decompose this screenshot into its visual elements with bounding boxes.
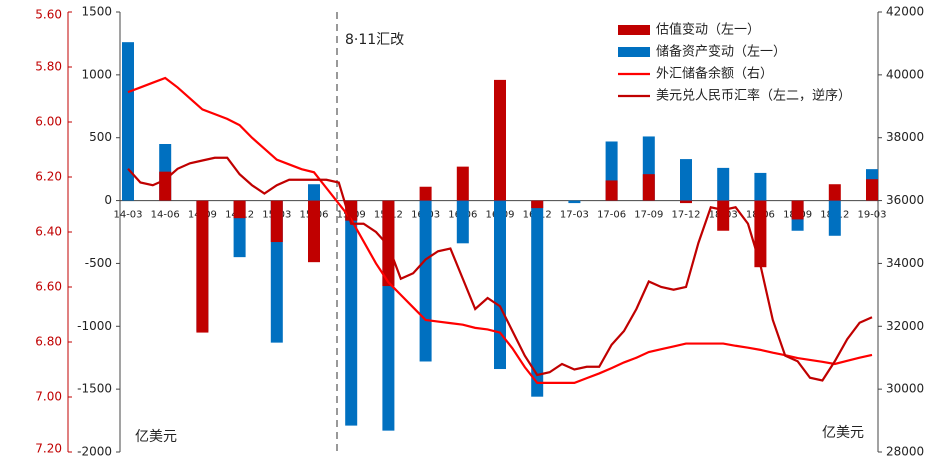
bar [717,167,730,201]
bar [419,200,432,362]
bar [345,200,358,426]
y-tick-label: -500 [85,256,112,270]
y-tick-label: 1000 [81,67,112,81]
bar [754,200,767,268]
bar [642,174,655,201]
y2-tick-label: 36000 [886,193,924,207]
y3-tick-label: 6.40 [35,225,62,239]
bar [196,200,209,333]
y3-tick-label: 5.80 [35,60,62,74]
bar [494,79,506,201]
y2-tick-label: 40000 [886,67,924,81]
bar [568,200,581,204]
x-tick-label: 17-12 [671,210,700,221]
bar [308,184,320,201]
y-tick-label: 500 [89,130,112,144]
bar [605,180,618,201]
x-tick-label: 14-06 [151,210,180,221]
bar [382,200,395,287]
legend-swatch [618,47,650,57]
x-tick-label: 14-03 [113,210,142,221]
bar [717,200,730,231]
y-tick-label: -2000 [77,445,112,459]
y3-tick-label: 5.60 [35,8,62,22]
bar [828,184,841,201]
bar [531,200,544,209]
x-tick-label: 17-03 [560,210,589,221]
bar [754,172,767,201]
line [127,76,873,384]
bar [233,200,246,219]
y2-tick-label: 34000 [886,256,924,270]
y3-tick-label: 6.00 [35,115,62,129]
legend-label: 美元兑人民币汇率（左二，逆序） [656,88,851,104]
bar [680,159,692,201]
bar [791,200,804,220]
x-tick-label: 19-03 [857,210,886,221]
bar [494,200,506,370]
y3-tick-label: 7.20 [35,442,62,456]
y3-tick-label: 6.80 [35,335,62,349]
y2-tick-label: 42000 [886,5,924,19]
legend-label: 外汇储备余额（右） [656,66,773,82]
x-tick-label: 17-09 [634,210,663,221]
bar [680,200,692,204]
annotation: 8·11汇改 [345,32,404,48]
x-tick-label: 17-06 [597,210,626,221]
bar [159,171,172,201]
y-tick-label: 0 [104,193,112,207]
y3-tick-label: 7.00 [35,390,62,404]
y-tick-label: 1500 [81,5,112,19]
bar [308,200,320,263]
y2-tick-label: 28000 [886,445,924,459]
bar [828,200,841,236]
y3-tick-label: 6.20 [35,170,62,184]
bar [270,200,283,243]
bar [866,179,878,201]
legend-label: 估值变动（左一） [656,22,760,38]
y-tick-label: -1500 [77,382,112,396]
y2-tick-label: 38000 [886,130,924,144]
y3-tick-label: 6.60 [35,280,62,294]
bar [531,200,544,397]
unit-label: 亿美元 [135,429,177,445]
y2-tick-label: 30000 [886,382,924,396]
y2-tick-label: 32000 [886,319,924,333]
legend-label: 储备资产变动（左一） [656,44,786,60]
unit-label: 亿美元 [822,425,864,441]
legend-swatch [618,25,650,35]
y3-axis-labels: 7.20 7.00 6.80 6.60 6.40 6.20 6.00 5.80 5.60 [35,8,62,456]
bar [456,166,469,201]
y-tick-label: -1000 [77,319,112,333]
line [127,156,873,382]
bar [122,42,134,201]
bar [456,200,469,244]
bar [419,186,432,201]
